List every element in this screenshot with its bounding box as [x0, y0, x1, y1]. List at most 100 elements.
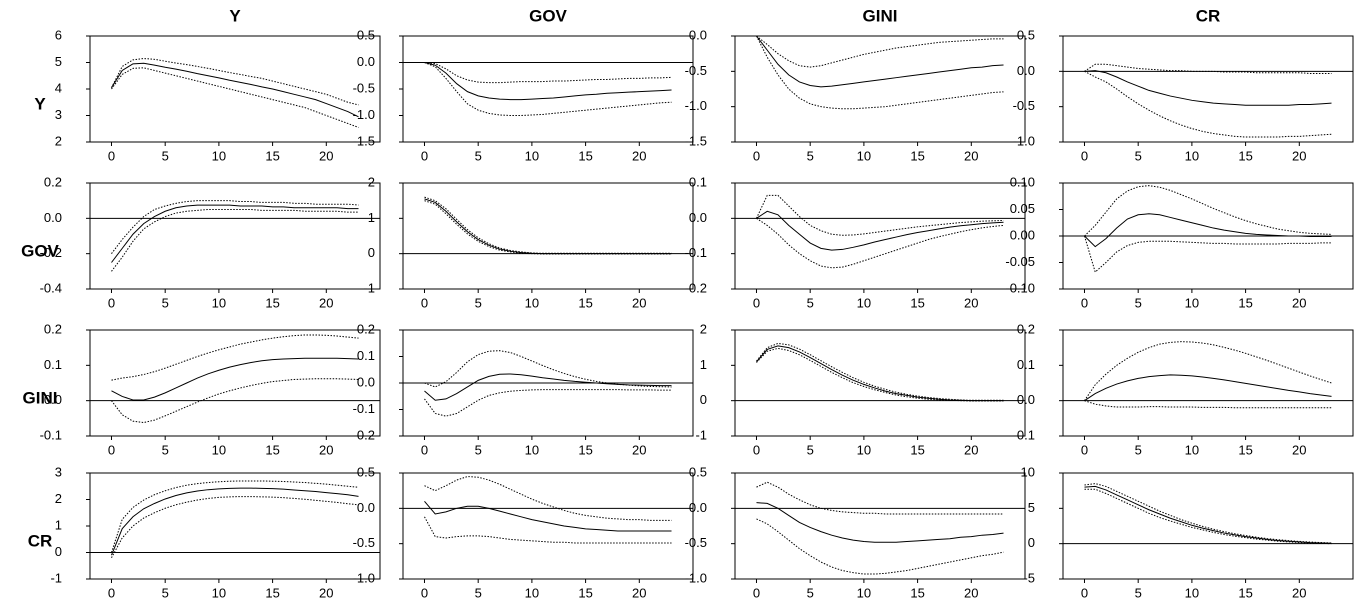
response-line — [1084, 485, 1332, 544]
y-tick-label: 0.0 — [357, 54, 375, 69]
response-line — [756, 35, 1004, 88]
x-tick-label: 20 — [1292, 148, 1306, 163]
y-tick-label: 3 — [55, 464, 62, 479]
x-tick-label: 20 — [632, 585, 646, 600]
x-tick-label: 5 — [475, 442, 482, 457]
y-tick-label: -1 — [695, 427, 707, 442]
response-line — [111, 487, 359, 556]
confidence-band — [111, 209, 359, 272]
confidence-band — [1084, 400, 1332, 409]
plot-frame — [734, 329, 1026, 437]
x-tick-label: 10 — [1185, 295, 1199, 310]
x-tick-label: 15 — [910, 148, 924, 163]
x-tick-label: 0 — [753, 148, 760, 163]
confidence-band — [424, 196, 672, 254]
y-tick-label: -0.10 — [1005, 280, 1035, 295]
x-tick-label: 10 — [857, 585, 871, 600]
x-tick-label: 5 — [475, 585, 482, 600]
confidence-band — [756, 217, 1004, 269]
x-tick-label: 10 — [525, 585, 539, 600]
y-tick-label: -1.5 — [685, 133, 707, 148]
plot-frame — [1062, 329, 1354, 437]
x-tick-label: 20 — [964, 295, 978, 310]
confidence-band — [1084, 235, 1332, 273]
x-tick-label: 15 — [1238, 442, 1252, 457]
x-tick-label: 0 — [421, 442, 428, 457]
x-tick-label: 0 — [108, 585, 115, 600]
x-tick-label: 15 — [1238, 585, 1252, 600]
y-tick-label: -1.0 — [353, 107, 375, 122]
y-tick-label: -0.5 — [1013, 98, 1035, 113]
x-tick-label: 10 — [1185, 442, 1199, 457]
x-tick-label: 5 — [807, 295, 814, 310]
y-tick-label: 5 — [55, 54, 62, 69]
confidence-band — [111, 496, 359, 559]
plot-frame — [89, 182, 381, 290]
x-tick-label: 20 — [632, 442, 646, 457]
confidence-band — [424, 62, 672, 116]
y-tick-label: 2 — [55, 133, 62, 148]
y-tick-label: 0.0 — [689, 500, 707, 515]
y-tick-label: 0.2 — [44, 174, 62, 189]
x-tick-label: 10 — [212, 442, 226, 457]
x-tick-label: 15 — [265, 148, 279, 163]
y-tick-label: 0.0 — [44, 210, 62, 225]
y-tick-label: -0.2 — [685, 280, 707, 295]
x-tick-label: 5 — [162, 585, 169, 600]
x-tick-label: 20 — [319, 442, 333, 457]
row-label: GINI — [23, 388, 58, 407]
y-tick-label: -0.5 — [353, 80, 375, 95]
x-tick-label: 10 — [857, 148, 871, 163]
confidence-band — [111, 480, 359, 553]
column-title: CR — [1196, 6, 1221, 25]
column-title: GOV — [529, 6, 567, 25]
confidence-band — [111, 378, 359, 424]
plot-frame — [402, 182, 694, 290]
x-tick-label: 10 — [857, 295, 871, 310]
x-tick-label: 5 — [1135, 295, 1142, 310]
y-tick-label: 0.5 — [357, 464, 375, 479]
response-line — [111, 204, 359, 263]
confidence-band — [756, 35, 1004, 68]
confidence-band — [111, 334, 359, 381]
x-tick-label: 15 — [1238, 148, 1252, 163]
x-tick-label: 15 — [578, 442, 592, 457]
plot-frame — [734, 182, 1026, 290]
x-tick-label: 0 — [1081, 148, 1088, 163]
y-tick-label: 0.0 — [689, 27, 707, 42]
y-tick-label: 2 — [55, 491, 62, 506]
x-tick-label: 10 — [525, 295, 539, 310]
y-tick-label: -0.5 — [685, 535, 707, 550]
x-tick-label: 0 — [1081, 442, 1088, 457]
confidence-band — [424, 476, 672, 521]
confidence-band — [756, 35, 1004, 110]
y-tick-label: -0.05 — [1005, 254, 1035, 269]
y-tick-label: 0.0 — [357, 500, 375, 515]
column-title: GINI — [863, 6, 898, 25]
x-tick-label: 20 — [1292, 585, 1306, 600]
x-tick-label: 10 — [857, 442, 871, 457]
x-tick-label: 20 — [319, 585, 333, 600]
y-tick-label: -1.0 — [353, 570, 375, 585]
x-tick-label: 15 — [1238, 295, 1252, 310]
x-tick-label: 20 — [1292, 295, 1306, 310]
y-tick-label: 4 — [55, 80, 62, 95]
x-tick-label: 0 — [421, 148, 428, 163]
plot-frame — [402, 35, 694, 143]
x-tick-label: 5 — [1135, 148, 1142, 163]
y-tick-label: 1 — [55, 517, 62, 532]
plot-frame — [402, 472, 694, 580]
y-tick-label: 1 — [368, 210, 375, 225]
response-line — [756, 345, 1004, 402]
plot-frame — [1062, 472, 1354, 580]
x-tick-label: 20 — [964, 585, 978, 600]
confidence-band — [1084, 341, 1332, 401]
y-tick-label: 5 — [1028, 500, 1035, 515]
x-tick-label: 15 — [578, 148, 592, 163]
y-tick-label: -1 — [363, 280, 375, 295]
confidence-band — [1084, 63, 1332, 74]
row-label: CR — [28, 531, 53, 550]
x-tick-label: 10 — [212, 585, 226, 600]
x-tick-label: 0 — [108, 148, 115, 163]
y-tick-label: -0.5 — [685, 63, 707, 78]
